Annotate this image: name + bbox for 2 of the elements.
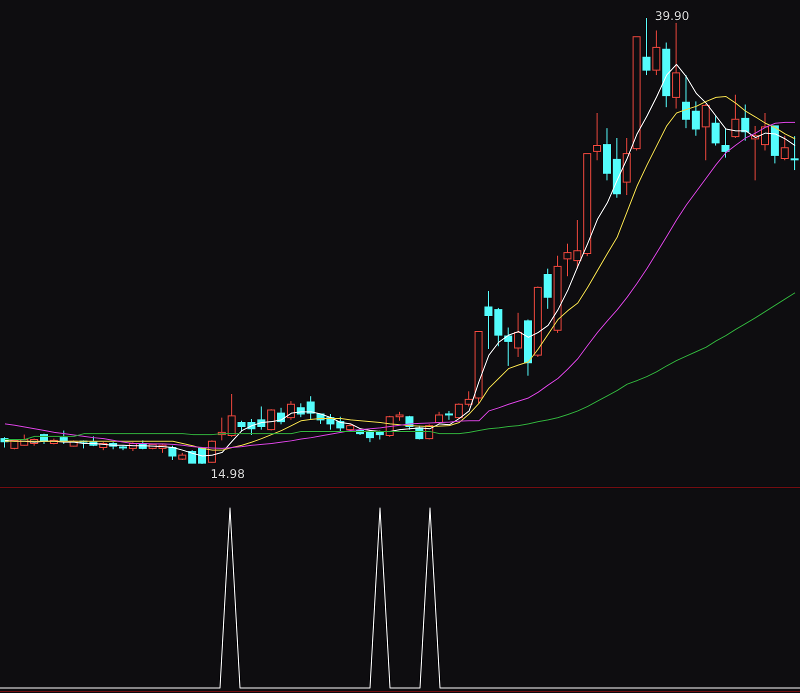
annotation: 39.90 bbox=[654, 9, 690, 23]
text: 14.98 bbox=[210, 467, 245, 481]
